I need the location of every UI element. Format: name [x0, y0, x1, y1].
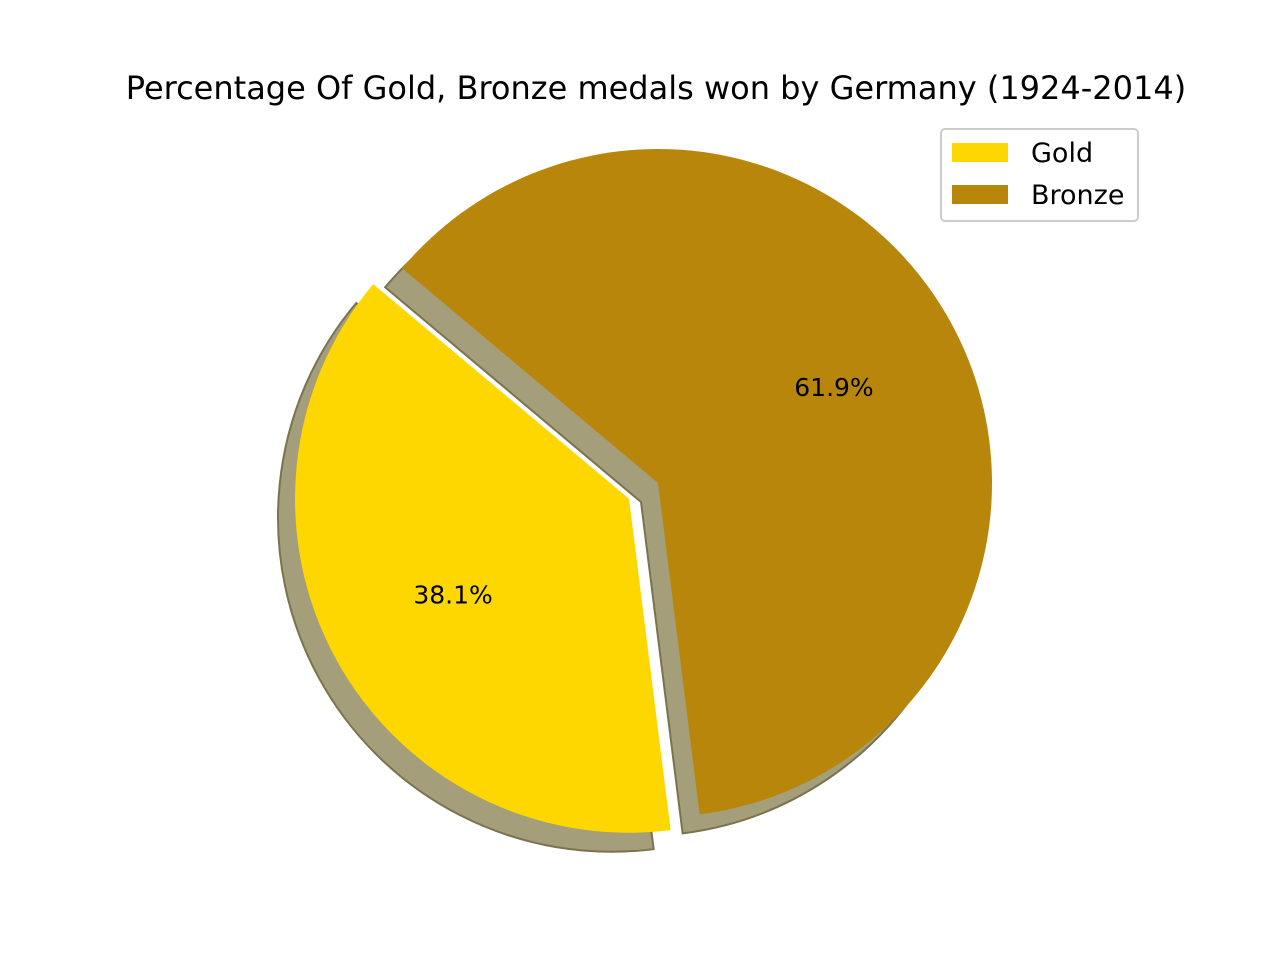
slice-label-bronze: 61.9%	[794, 373, 873, 402]
legend-swatch-gold	[952, 143, 1008, 162]
legend: Gold Bronze	[940, 128, 1139, 222]
slice-gold	[295, 284, 671, 833]
legend-label-gold: Gold	[1031, 138, 1093, 169]
pie-slices	[295, 149, 992, 833]
chart-title: Percentage Of Gold, Bronze medals won by…	[126, 69, 1186, 107]
slice-label-gold: 38.1%	[413, 581, 492, 610]
legend-swatch-bronze	[952, 185, 1008, 204]
slice-labels: 38.1% 61.9%	[413, 373, 873, 610]
slice-bronze	[402, 149, 992, 815]
legend-label-bronze: Bronze	[1031, 180, 1124, 211]
